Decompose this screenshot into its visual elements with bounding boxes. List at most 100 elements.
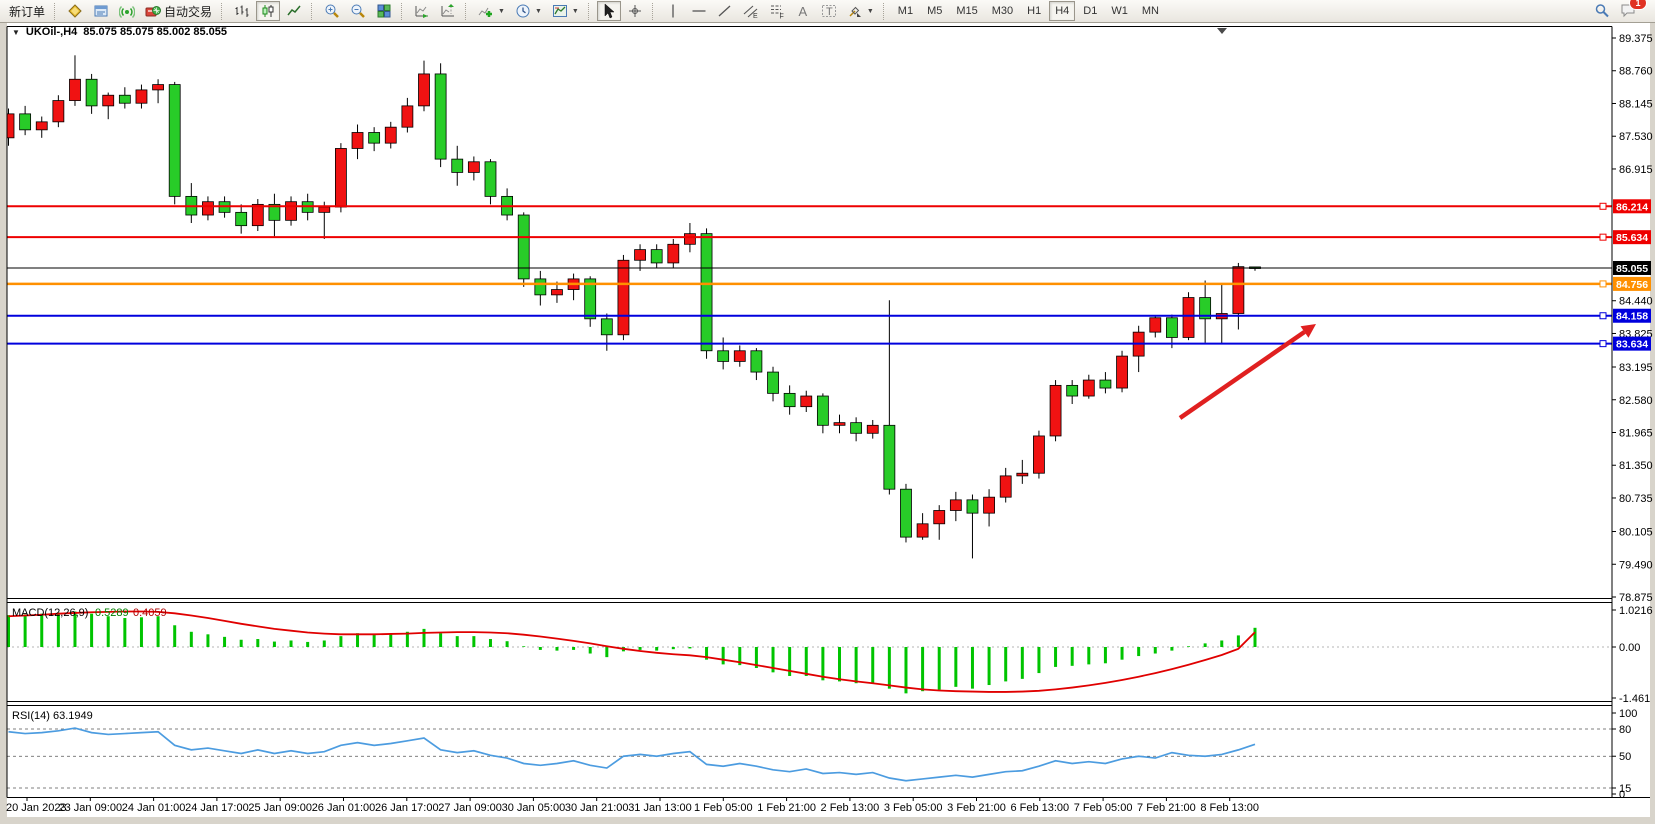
chart-shift-button[interactable] xyxy=(436,1,460,21)
templates-button[interactable]: ▼ xyxy=(548,1,583,21)
timeframe-button-H1[interactable]: H1 xyxy=(1021,1,1047,21)
candle xyxy=(983,489,995,527)
signals-button[interactable] xyxy=(115,1,139,21)
timeframe-button-M1[interactable]: M1 xyxy=(892,1,919,21)
svg-text:MACD(12,26,9): MACD(12,26,9) xyxy=(12,607,88,619)
svg-text:0.4059: 0.4059 xyxy=(133,607,167,619)
fibonacci-tool-button[interactable]: F xyxy=(765,1,789,21)
channel-tool-button[interactable]: E xyxy=(739,1,763,21)
auto-scroll-button[interactable] xyxy=(410,1,434,21)
line-anchor-marker[interactable] xyxy=(1599,312,1607,320)
line-chart-button[interactable] xyxy=(282,1,306,21)
autotrading-label: 自动交易 xyxy=(164,4,213,19)
hline-tool-button[interactable] xyxy=(687,1,711,21)
line-anchor-marker[interactable] xyxy=(1599,233,1607,241)
macd-label: MACD(12,26,9) 0.5289 0.4059 xyxy=(12,607,167,619)
fibonacci-icon: F xyxy=(769,3,785,21)
line-anchor-marker[interactable] xyxy=(1599,202,1607,210)
zoom-out-button[interactable] xyxy=(346,1,370,21)
chart-expand-icon[interactable]: ▼ xyxy=(12,27,20,37)
indicators-button[interactable]: ▼ xyxy=(474,1,509,21)
chart-ohlc-values: 85.075 85.075 85.002 85.055 xyxy=(83,26,228,38)
candle xyxy=(85,73,98,114)
auto-scroll-icon xyxy=(414,3,430,19)
arrows-tool-button[interactable]: ▼ xyxy=(843,1,878,21)
chart-shift-marker-icon[interactable] xyxy=(1217,28,1227,34)
price-line-label: 84.158 xyxy=(1613,308,1651,323)
svg-text:T: T xyxy=(826,6,833,18)
line-anchor-marker[interactable] xyxy=(1599,280,1607,288)
time-tick-label: 3 Feb 05:00 xyxy=(884,802,943,814)
candlestick-icon xyxy=(260,3,276,19)
shapes-arrows-icon xyxy=(847,3,863,19)
price-line-label: 86.214 xyxy=(1613,199,1651,214)
rsi-tick-label: 15 xyxy=(1619,783,1631,795)
candle xyxy=(235,204,248,234)
pane-splitter[interactable] xyxy=(7,596,1612,604)
notification-badge[interactable]: 1 xyxy=(1629,0,1647,10)
timeframe-button-M30[interactable]: M30 xyxy=(986,1,1019,21)
candle xyxy=(517,212,530,287)
price-tick-label: 79.490 xyxy=(1619,559,1653,571)
trendline-tool-button[interactable] xyxy=(713,1,737,21)
zoom-in-button[interactable] xyxy=(320,1,344,21)
rsi-tick-label: 80 xyxy=(1619,724,1631,736)
candle xyxy=(268,193,281,237)
zoom-in-icon xyxy=(324,3,340,19)
timeframe-button-H4[interactable]: H4 xyxy=(1049,1,1076,21)
signal-icon xyxy=(118,3,136,19)
timeframe-button-M15[interactable]: M15 xyxy=(950,1,983,21)
svg-text:F: F xyxy=(779,14,783,20)
search-button[interactable] xyxy=(1590,1,1614,21)
trend-arrow-annotation[interactable] xyxy=(1178,324,1316,420)
time-axis-background xyxy=(7,797,1650,817)
template-chart-icon xyxy=(552,3,568,19)
periods-button[interactable]: ▼ xyxy=(511,1,546,21)
candle xyxy=(418,60,430,112)
line-anchor-marker[interactable] xyxy=(1599,340,1607,348)
timeframe-button-D1[interactable]: D1 xyxy=(1077,1,1103,21)
candle xyxy=(667,238,680,269)
price-tick-label: 78.875 xyxy=(1619,592,1653,604)
tile-windows-button[interactable] xyxy=(372,1,396,21)
candles-layer xyxy=(7,55,1261,559)
price-axis[interactable]: 89.37588.76088.14587.53086.91584.44083.8… xyxy=(1612,33,1653,604)
rsi-axis[interactable]: 100 80 50 150 xyxy=(1612,708,1637,801)
candle xyxy=(1099,372,1112,394)
candle xyxy=(368,127,381,152)
bar-chart-button[interactable] xyxy=(230,1,254,21)
candle xyxy=(1016,459,1029,484)
text-tool-button[interactable]: A xyxy=(791,1,815,21)
timeframe-button-MN[interactable]: MN xyxy=(1136,1,1165,21)
macd-axis[interactable]: 1.0216 0.00 -1.461 xyxy=(1612,605,1653,705)
pane-splitter[interactable] xyxy=(7,699,1612,707)
candle xyxy=(1199,280,1212,343)
timeframe-toolbar: M1 M5 M15 M30 H1 H4 D1 W1 MN xyxy=(891,1,1166,21)
label-tool-button[interactable]: T xyxy=(817,1,841,21)
candle xyxy=(999,467,1012,503)
time-tick-label: 24 Jan 01:00 xyxy=(122,802,186,814)
cursor-tool-button[interactable] xyxy=(596,1,621,21)
candle xyxy=(152,79,164,104)
time-tick-label: 26 Jan 01:00 xyxy=(312,802,376,814)
toolbar-grip xyxy=(221,2,225,20)
text-label-icon: T xyxy=(821,3,837,19)
candle xyxy=(916,513,929,540)
terminal-button[interactable] xyxy=(89,1,113,21)
candle xyxy=(1149,315,1162,338)
gold-diamond-icon xyxy=(67,3,83,19)
vline-tool-button[interactable] xyxy=(661,1,685,21)
candlestick-chart-button[interactable] xyxy=(256,1,281,21)
candle xyxy=(900,483,912,543)
new-order-button[interactable]: 新订单 xyxy=(5,1,49,21)
svg-text:RSI(14) 63.1949: RSI(14) 63.1949 xyxy=(12,710,93,722)
metaeditor-button[interactable] xyxy=(63,1,87,21)
price-tick-label: 83.195 xyxy=(1619,362,1653,374)
timeframe-button-M5[interactable]: M5 xyxy=(921,1,948,21)
autotrading-button[interactable]: 自动交易 xyxy=(141,1,216,21)
crosshair-tool-button[interactable] xyxy=(623,1,647,21)
price-tick-label: 89.375 xyxy=(1619,33,1653,45)
timeframe-button-W1[interactable]: W1 xyxy=(1105,1,1134,21)
candle xyxy=(883,300,896,495)
